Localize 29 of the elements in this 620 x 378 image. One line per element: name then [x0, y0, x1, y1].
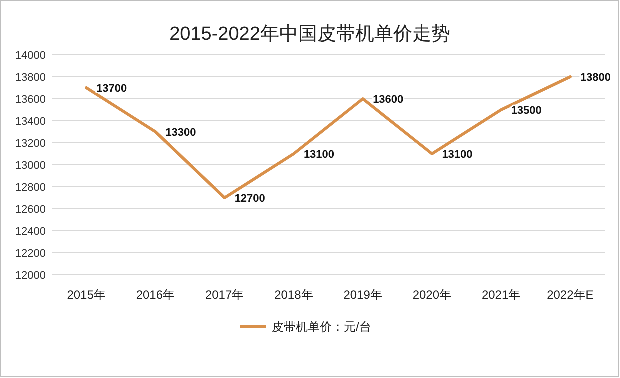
legend-label: 皮带机单价：元/台 [272, 320, 372, 334]
y-tick-label: 12000 [15, 270, 46, 282]
chart-title: 2015-2022年中国皮带机单价走势 [170, 24, 450, 45]
x-tick-label: 2016年 [136, 288, 176, 302]
y-tick-label: 13600 [15, 94, 46, 106]
data-label: 13100 [442, 149, 473, 161]
data-label: 13100 [304, 149, 335, 161]
y-tick-label: 13000 [15, 160, 46, 172]
x-tick-label: 2017年 [205, 288, 244, 302]
y-tick-label: 13400 [15, 116, 46, 128]
y-tick-label: 12600 [15, 204, 46, 216]
data-label: 13600 [373, 94, 404, 106]
x-tick-label: 2018年 [274, 288, 314, 302]
y-tick-label: 13200 [15, 138, 46, 150]
x-tick-label: 2022年E [547, 288, 594, 302]
y-tick-label: 12200 [15, 248, 46, 260]
y-tick-label: 14000 [15, 50, 46, 62]
data-label: 13800 [580, 72, 612, 84]
data-label: 12700 [234, 193, 266, 205]
x-tick-label: 2015年 [67, 288, 106, 302]
x-tick-label: 2019年 [344, 288, 382, 302]
data-label: 13700 [96, 83, 128, 95]
y-tick-label: 13800 [15, 72, 46, 84]
data-label: 13500 [511, 105, 542, 117]
y-tick-label: 12800 [15, 182, 46, 194]
y-tick-label: 12400 [15, 226, 46, 238]
x-tick-label: 2021年 [482, 288, 521, 302]
data-label: 13300 [166, 127, 196, 139]
x-tick-label: 2020年 [412, 288, 452, 302]
